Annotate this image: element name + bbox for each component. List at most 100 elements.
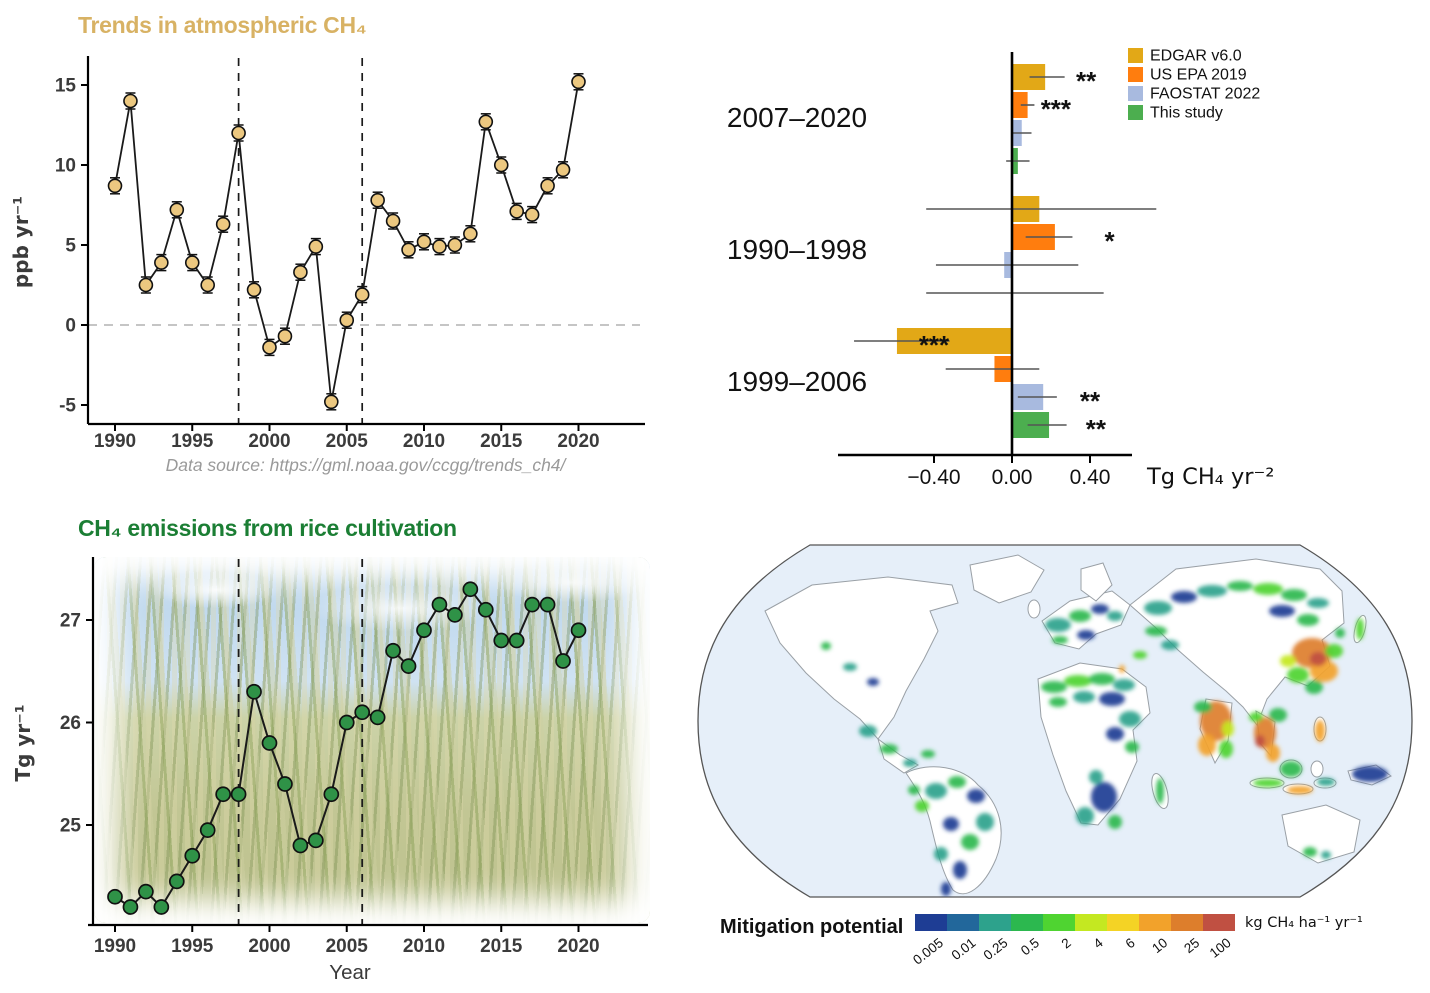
x-axis: −0.40 0.00 0.40 (838, 453, 1132, 489)
panel-mitigation-map: Mitigation potential kg CH₄ ha⁻¹ yr⁻¹ 0.… (660, 503, 1430, 993)
svg-text:2015: 2015 (480, 936, 523, 957)
colorbar-tick-label: 10 (1149, 935, 1171, 957)
panel-a-title: Trends in atmospheric CH₄ (78, 12, 367, 38)
svg-text:0.40: 0.40 (1070, 466, 1111, 489)
svg-text:1990: 1990 (94, 936, 136, 957)
data-source-note: Data source: https://gml.noaa.gov/ccgg/t… (165, 455, 566, 475)
map-legend: Mitigation potential kg CH₄ ha⁻¹ yr⁻¹ 0.… (660, 908, 1430, 993)
continent-scandinavia (1080, 562, 1113, 602)
colorbar-segment (1107, 914, 1139, 931)
svg-text:2000: 2000 (248, 936, 290, 957)
y-axis-label: Tg yr⁻¹ (11, 704, 35, 781)
svg-text:2005: 2005 (326, 431, 369, 452)
data-points (107, 74, 586, 410)
phase-dashed-lines (237, 559, 364, 925)
significance-stars: *** (1041, 94, 1072, 124)
series-edgar-v6-0: ***** (854, 64, 1157, 360)
trend-comparison-bar-chart: *************−0.40 0.00 0.40 Tg CH₄ yr⁻²200… (727, 48, 1275, 491)
mitigation-potential-map (697, 544, 1413, 898)
rice-emissions-chart: 25 26 27 1990 1995 2000 2005 2010 2015 2020 Tg yr⁻… (11, 557, 648, 984)
svg-text:0: 0 (65, 316, 76, 337)
colorbar-tick-label: 25 (1181, 935, 1203, 957)
svg-text:27: 27 (60, 611, 81, 632)
map-legend-unit: kg CH₄ ha⁻¹ yr⁻¹ (1245, 915, 1363, 931)
continent-north-america (764, 576, 959, 740)
panel-c-title: CH₄ emissions from rice cultivation (78, 515, 457, 541)
svg-text:1990–1998: 1990–1998 (727, 234, 867, 265)
bar (1012, 92, 1028, 118)
colorbar-segment (1075, 914, 1107, 931)
svg-text:2000: 2000 (248, 431, 290, 452)
map-legend-title: Mitigation potential (720, 916, 904, 938)
atmospheric-ch4-chart: -5 0 5 10 15 1990 1995 2000 2005 2010 2015 2020 ppb … (9, 56, 645, 452)
colorbar-segment (915, 914, 947, 931)
svg-text:2010: 2010 (403, 431, 445, 452)
colorbar-tick-label: 100 (1207, 935, 1235, 961)
svg-text:25: 25 (60, 816, 82, 837)
svg-text:2020: 2020 (557, 431, 599, 452)
axes: -5 0 5 10 15 1990 1995 2000 2005 2010 2015 2020 (55, 56, 645, 452)
svg-text:1990: 1990 (94, 431, 136, 452)
series-us-epa-2019: **** (945, 92, 1115, 382)
axes: 25 26 27 1990 1995 2000 2005 2010 2015 2020 (60, 557, 648, 957)
bar-legend: EDGAR v6.0 US EPA 2019 FAOSTAT 2022 This st… (1128, 48, 1260, 122)
legend-label: This study (1150, 105, 1223, 122)
colorbar-tick-label: 0.005 (910, 935, 947, 968)
trend-line (114, 81, 580, 402)
svg-text:5: 5 (65, 236, 76, 257)
colorbar-segment (1011, 914, 1043, 931)
legend-label: FAOSTAT 2022 (1150, 86, 1260, 103)
legend-label: US EPA 2019 (1150, 67, 1247, 84)
legend-swatch (1128, 105, 1143, 120)
significance-stars: ** (1086, 414, 1107, 444)
series-this-study: ** (926, 148, 1107, 444)
error-bars (110, 73, 584, 411)
svg-text:−0.40: −0.40 (907, 466, 960, 489)
y-axis-label: ppb yr⁻¹ (9, 196, 33, 288)
island (1377, 853, 1391, 873)
colorbar-tick-label: 0.5 (1018, 935, 1043, 959)
colorbar-segment (1171, 914, 1203, 931)
panel-rice-emissions: CH₄ emissions from rice cultivation 25 26… (0, 503, 660, 993)
phase-dashed-lines (237, 58, 364, 424)
svg-text:2007–2020: 2007–2020 (727, 102, 867, 133)
svg-text:0.00: 0.00 (992, 466, 1033, 489)
trend-line (114, 587, 580, 909)
island (1027, 599, 1041, 619)
island (1310, 760, 1324, 778)
data-points (107, 581, 587, 915)
colorbar-tick-label: 0.01 (948, 935, 979, 964)
colorbar-tick-label: 6 (1123, 935, 1139, 952)
significance-stars: ** (1080, 386, 1101, 416)
series-faostat-2022: ** (935, 120, 1101, 416)
colorbar-segment (1043, 914, 1075, 931)
svg-text:1995: 1995 (171, 936, 214, 957)
svg-text:1999–2006: 1999–2006 (727, 366, 867, 397)
svg-text:1995: 1995 (171, 431, 214, 452)
svg-text:15: 15 (55, 76, 77, 97)
colorbar-tick-label: 4 (1091, 935, 1107, 952)
colorbar-tick-label: 2 (1059, 935, 1075, 952)
svg-text:2005: 2005 (326, 936, 369, 957)
colorbar-segment (979, 914, 1011, 931)
svg-text:26: 26 (60, 713, 81, 734)
panel-atmospheric-trends: Trends in atmospheric CH₄ -5 0 5 10 15 1990 19… (0, 0, 660, 503)
continent-greenland (969, 554, 1045, 604)
svg-text:10: 10 (55, 156, 76, 177)
colorbar-segment (1139, 914, 1171, 931)
svg-text:-5: -5 (59, 396, 76, 417)
legend-label: EDGAR v6.0 (1150, 48, 1242, 65)
svg-text:2020: 2020 (557, 936, 599, 957)
legend-swatch (1128, 67, 1143, 82)
colorbar-segment (1203, 914, 1235, 931)
significance-stars: * (1104, 226, 1115, 256)
svg-text:2010: 2010 (403, 936, 445, 957)
mitigation-regions (821, 581, 1388, 896)
x-axis-label: Tg CH₄ yr⁻² (1146, 464, 1274, 490)
colorbar-segment (947, 914, 979, 931)
colorbar-tick-label: 0.25 (980, 935, 1011, 964)
significance-stars: ** (1076, 66, 1097, 96)
panel-trend-comparison: ** *** *** * ** ** −0.40 0.00 0.40 Tg CH₄ yr⁻² 200… (660, 0, 1430, 503)
x-axis-label: Year (329, 961, 371, 984)
